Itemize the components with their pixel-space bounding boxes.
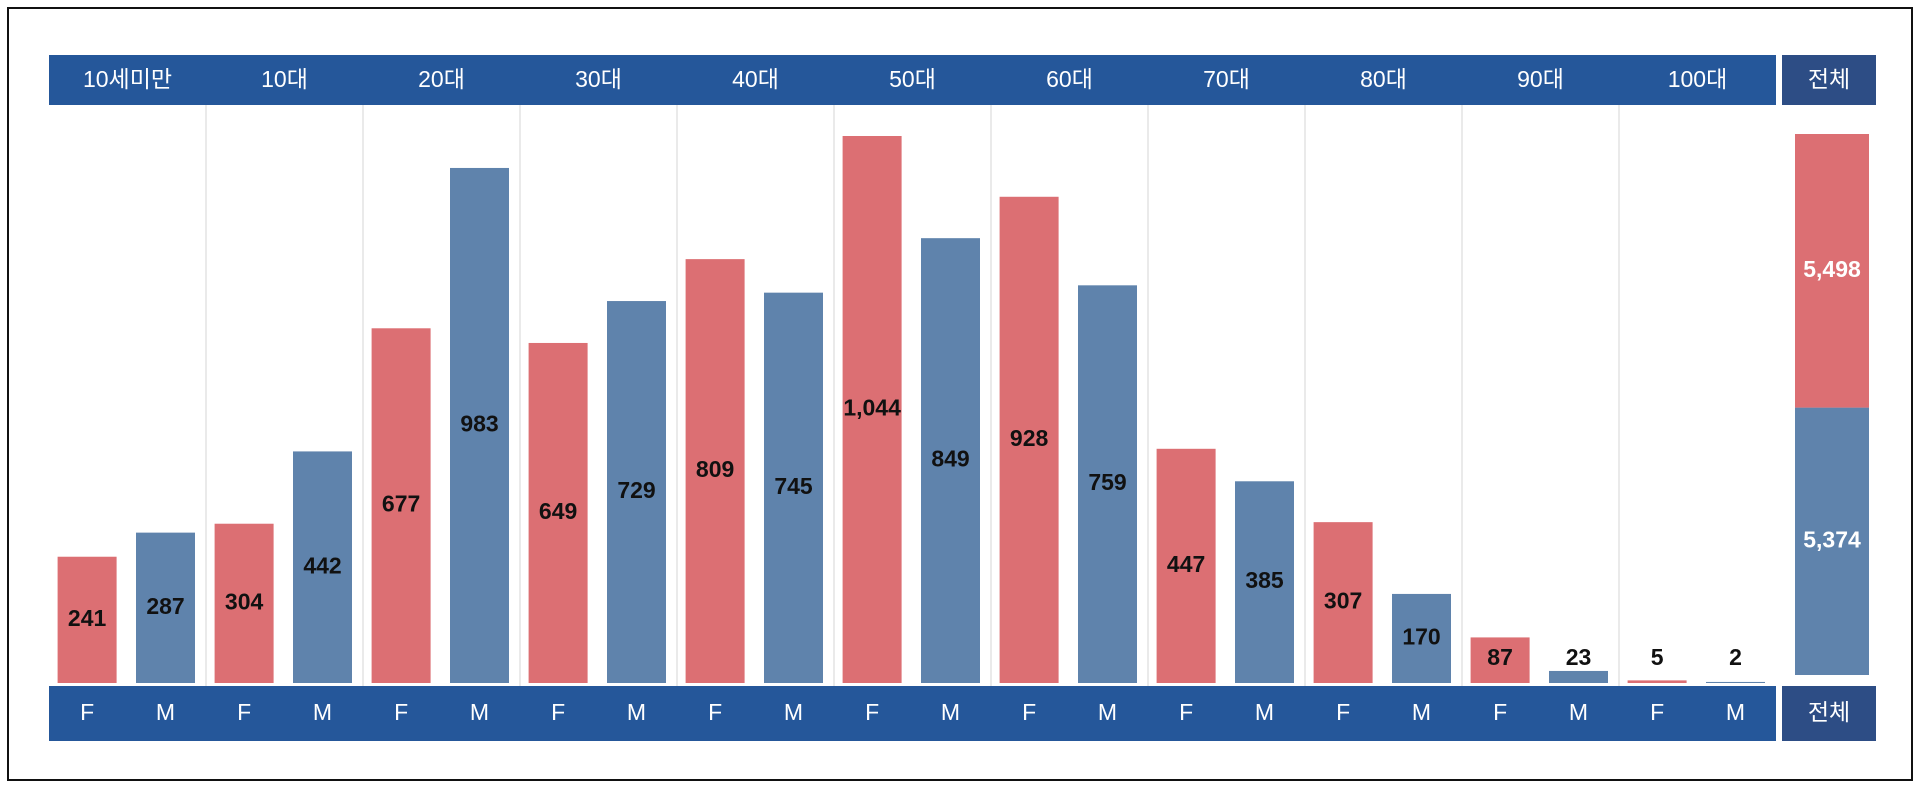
value-label: 928	[1010, 425, 1049, 451]
header-band	[49, 55, 1776, 105]
legend-label: F	[80, 699, 94, 725]
total-footer	[1782, 686, 1876, 741]
x-category-label: 90대	[1517, 66, 1564, 92]
value-label: 5	[1651, 644, 1664, 670]
value-label: 759	[1088, 469, 1126, 495]
legend-label: M	[470, 699, 489, 725]
legend-label: M	[627, 699, 646, 725]
bar	[1706, 681, 1765, 683]
bar	[1392, 593, 1451, 683]
legend-label: F	[551, 699, 565, 725]
value-label: 442	[303, 552, 341, 578]
value-label: 745	[774, 473, 813, 499]
bar	[1156, 448, 1216, 683]
bar	[1627, 680, 1687, 683]
value-label: 385	[1245, 567, 1284, 593]
bar	[999, 196, 1059, 683]
x-category-label: 60대	[1046, 66, 1093, 92]
bar	[214, 523, 274, 683]
legend-label: F	[1022, 699, 1036, 725]
value-label: 241	[68, 605, 107, 631]
value-label: 677	[382, 491, 420, 517]
footer-band	[49, 686, 1776, 741]
value-label: 23	[1566, 644, 1592, 670]
bar	[842, 136, 902, 683]
legend-label: F	[1336, 699, 1350, 725]
legend-label: M	[1726, 699, 1745, 725]
bar	[1313, 522, 1373, 683]
value-label: 729	[617, 477, 655, 503]
total-value-label: 5,498	[1803, 256, 1861, 282]
bar	[371, 328, 431, 683]
value-label: 307	[1324, 588, 1362, 614]
x-category-label: 10세미만	[83, 66, 172, 92]
x-category-label: 30대	[575, 66, 622, 92]
legend-label: M	[313, 699, 332, 725]
legend-label: F	[394, 699, 408, 725]
bar	[607, 301, 666, 683]
value-label: 809	[696, 456, 734, 482]
total-bar-segment	[1795, 407, 1869, 675]
x-category-label: 100대	[1668, 66, 1728, 92]
value-label: 649	[539, 498, 577, 524]
bar	[685, 259, 745, 683]
legend-label: M	[784, 699, 803, 725]
value-label: 170	[1402, 624, 1440, 650]
legend-label: M	[1098, 699, 1117, 725]
value-label: 983	[460, 411, 498, 437]
legend-label: F	[1179, 699, 1193, 725]
value-label: 304	[225, 588, 264, 614]
legend-label: M	[1255, 699, 1274, 725]
value-label: 447	[1167, 551, 1205, 577]
value-label: 849	[931, 446, 969, 472]
legend-label: F	[1650, 699, 1664, 725]
value-label: 1,044	[843, 395, 901, 421]
bar	[1549, 670, 1608, 683]
legend-label: M	[1569, 699, 1588, 725]
legend-label: F	[237, 699, 251, 725]
x-category-label: 80대	[1360, 66, 1407, 92]
legend-label: M	[156, 699, 175, 725]
x-category-label: 20대	[418, 66, 465, 92]
legend-label: F	[865, 699, 879, 725]
bar	[136, 532, 195, 683]
legend-label: F	[708, 699, 722, 725]
bar	[1078, 285, 1137, 683]
total-bar-segment	[1795, 134, 1869, 408]
bar	[57, 556, 117, 683]
total-value-label: 5,374	[1803, 526, 1861, 552]
bar	[1470, 637, 1530, 683]
value-label: 2	[1729, 644, 1742, 670]
x-category-label: 70대	[1203, 66, 1250, 92]
legend-label: M	[1412, 699, 1431, 725]
bar	[921, 238, 980, 683]
bar	[528, 342, 588, 683]
bar	[293, 451, 352, 683]
x-category-label: 50대	[889, 66, 936, 92]
x-category-label: 10대	[261, 66, 308, 92]
legend-label: F	[1493, 699, 1507, 725]
total-footer-label: 전체	[1808, 699, 1850, 725]
x-category-label: 40대	[732, 66, 779, 92]
value-label: 287	[146, 593, 184, 619]
value-label: 87	[1487, 644, 1513, 670]
bar	[764, 292, 823, 683]
total-header-label: 전체	[1808, 66, 1850, 92]
legend-label: M	[941, 699, 960, 725]
bar	[450, 167, 509, 684]
bar	[1235, 481, 1294, 683]
total-header	[1782, 55, 1876, 105]
